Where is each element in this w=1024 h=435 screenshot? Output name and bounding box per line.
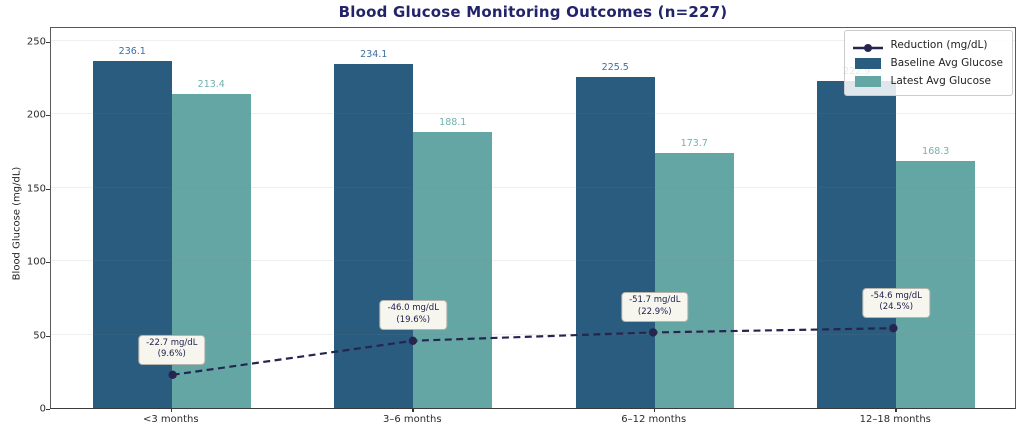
- reduction-point-marker: [408, 336, 418, 345]
- x-tick-label-2: 6–12 months: [621, 414, 687, 425]
- reduction-annotation-2: -51.7 mg/dL (22.9%): [621, 292, 689, 323]
- legend-line-swatch-icon: [852, 39, 883, 52]
- y-tick-mark: [46, 409, 50, 411]
- legend-color-swatch-icon: [854, 75, 881, 87]
- bar-value-label: 225.5: [601, 61, 629, 73]
- latest-bar-2: [654, 152, 734, 408]
- reduction-point-marker: [168, 370, 177, 380]
- x-tick-mark: [895, 408, 897, 412]
- bar-value-label: 236.1: [118, 46, 146, 58]
- y-tick-label: 150: [26, 183, 46, 195]
- gridline: [51, 39, 1015, 41]
- bar-value-label: 168.3: [922, 145, 950, 157]
- y-axis-label: Blood Glucose (mg/dL): [11, 166, 23, 281]
- legend-item: Reduction (mg/dL): [852, 36, 1003, 54]
- latest-bar-1: [413, 131, 493, 408]
- y-tick-label: 200: [26, 109, 46, 121]
- y-tick-label: 100: [26, 256, 46, 268]
- x-tick-label-3: 12–18 months: [859, 414, 931, 425]
- legend: Reduction (mg/dL) Baseline Avg Glucose Lat…: [843, 30, 1013, 96]
- legend-color-swatch-icon: [854, 57, 881, 69]
- legend-label: Reduction (mg/dL): [890, 39, 988, 51]
- gridline: [51, 113, 1015, 115]
- reduction-line: [168, 324, 898, 380]
- y-tick-mark: [46, 262, 50, 264]
- y-tick-label: 250: [26, 36, 46, 48]
- reduction-annotation-1: -46.0 mg/dL (19.6%): [379, 300, 447, 331]
- chart-title: Blood Glucose Monitoring Outcomes (n=227…: [338, 3, 728, 21]
- bar-value-label: 213.4: [197, 79, 225, 91]
- baseline-bar-3: [817, 80, 897, 408]
- gridline: [51, 260, 1015, 262]
- gridline: [51, 333, 1015, 335]
- reduction-annotation-3: -54.6 mg/dL (24.5%): [862, 287, 930, 318]
- x-tick-mark: [412, 408, 414, 412]
- y-tick-label: 50: [33, 330, 46, 342]
- y-tick-mark: [46, 115, 50, 117]
- x-tick-mark: [653, 408, 656, 412]
- legend-item: Baseline Avg Glucose: [853, 54, 1003, 72]
- legend-item: Latest Avg Glucose: [853, 72, 1003, 90]
- y-tick-label: 0: [39, 403, 46, 415]
- legend-label: Baseline Avg Glucose: [890, 57, 1003, 69]
- bar-value-label: 173.7: [680, 137, 708, 149]
- y-tick-mark: [46, 188, 50, 190]
- y-tick-mark: [46, 335, 50, 337]
- x-tick-label-0: <3 months: [142, 414, 199, 425]
- reduction-point-marker: [648, 328, 658, 337]
- latest-bar-3: [896, 160, 976, 408]
- x-tick-mark: [170, 408, 173, 412]
- legend-label: Latest Avg Glucose: [890, 75, 991, 87]
- bar-value-label: 188.1: [439, 116, 467, 128]
- reduction-point-marker: [889, 324, 898, 333]
- plot-area: 236.1213.4234.1188.1225.5173.7222.9168.3…: [50, 27, 1016, 409]
- y-tick-mark: [46, 41, 50, 43]
- baseline-bar-2: [575, 76, 655, 408]
- gridline: [51, 186, 1015, 188]
- reduction-annotation-0: -22.7 mg/dL (9.6%): [138, 334, 206, 365]
- bar-value-label: 234.1: [360, 49, 388, 61]
- x-tick-label-1: 3–6 months: [382, 414, 442, 425]
